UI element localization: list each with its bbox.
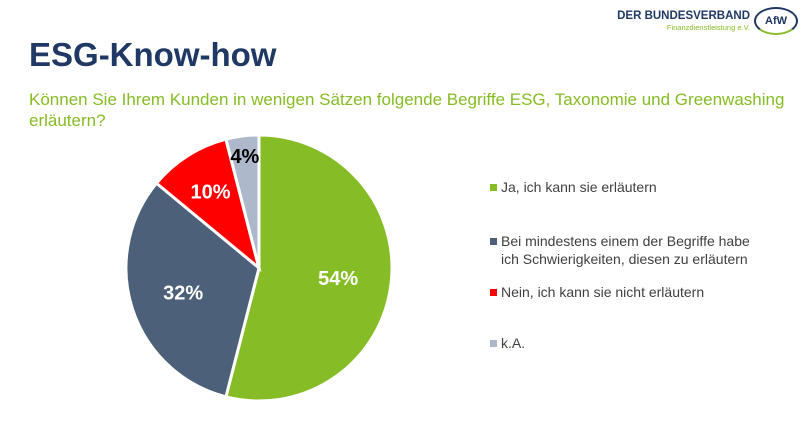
data-label-0: 54% bbox=[318, 268, 358, 290]
data-label-2: 10% bbox=[191, 182, 231, 204]
legend-label: k.A. bbox=[501, 335, 526, 351]
legend-label: Ja, ich kann sie erläutern bbox=[501, 179, 657, 195]
data-label-3: 4% bbox=[230, 146, 259, 168]
logo-line1: DER BUNDESVERBAND bbox=[617, 10, 750, 22]
logo-line2: Finanzdienstleistung e.V. bbox=[666, 23, 750, 32]
page-title: ESG-Know-how bbox=[29, 36, 277, 73]
logo-badge: AfW bbox=[754, 7, 798, 35]
afw-logo: DER BUNDESVERBAND Finanzdienstleistung e… bbox=[617, 6, 800, 36]
legend-label: Nein, ich kann sie nicht erläutern bbox=[501, 284, 705, 300]
data-label-1: 32% bbox=[163, 283, 203, 305]
legend-swatch bbox=[490, 289, 497, 296]
legend-item-ka: k.A. bbox=[490, 334, 525, 352]
pie-slice-1 bbox=[124, 181, 261, 399]
pie-slice-0 bbox=[224, 133, 394, 403]
question-text: Können Sie Ihrem Kunden in wenigen Sätze… bbox=[29, 90, 785, 130]
legend-swatch bbox=[490, 238, 497, 245]
legend-item-schwierigkeiten: Bei mindestens einem der Begriffe habe i… bbox=[490, 232, 770, 268]
pie-slice-3 bbox=[224, 133, 261, 269]
legend-label: Bei mindestens einem der Begriffe habe i… bbox=[501, 233, 750, 267]
legend-item-nein: Nein, ich kann sie nicht erläutern bbox=[490, 283, 704, 301]
legend-item-ja: Ja, ich kann sie erläutern bbox=[490, 178, 657, 196]
legend-swatch bbox=[490, 340, 497, 347]
legend-swatch bbox=[490, 184, 497, 191]
